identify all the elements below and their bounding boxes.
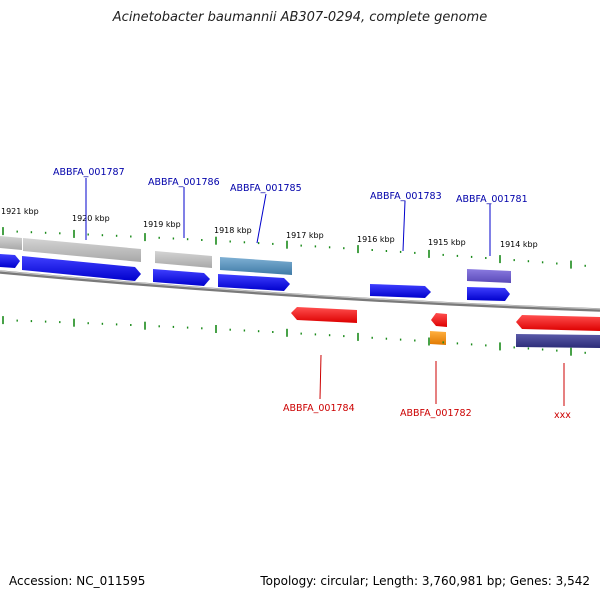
gene-label-001782[interactable]: ABBFA_001782 bbox=[400, 408, 472, 419]
cds-reverse-xxx bbox=[516, 315, 600, 331]
grey-gene-1 bbox=[0, 236, 22, 250]
scale-label-1914: 1914 kbp bbox=[500, 240, 538, 249]
cds-forward-3 bbox=[153, 269, 210, 286]
scale-label-1918: 1918 kbp bbox=[214, 226, 252, 235]
scale-label-1917: 1917 kbp bbox=[286, 231, 324, 240]
gene-label-001783[interactable]: ABBFA_001783 bbox=[370, 191, 442, 202]
map-title: Acinetobacter baumannii AB307-0294, comp… bbox=[112, 10, 488, 25]
leader-line-001783 bbox=[402, 200, 406, 252]
gene-label-001787[interactable]: ABBFA_001787 bbox=[53, 167, 125, 178]
gene-label-001786[interactable]: ABBFA_001786 bbox=[148, 177, 220, 188]
leader-line-001784 bbox=[319, 354, 322, 400]
gene-label-xxx[interactable]: xxx bbox=[554, 410, 571, 421]
scale-label-1920: 1920 kbp bbox=[72, 214, 110, 223]
orange-gene-1782 bbox=[430, 331, 446, 345]
gene-label-001784[interactable]: ABBFA_001784 bbox=[283, 403, 355, 414]
backbone-highlight bbox=[0, 270, 600, 310]
grey-gene-3 bbox=[155, 251, 212, 268]
scale-label-1921: 1921 kbp bbox=[1, 207, 39, 216]
cds-forward-6 bbox=[467, 287, 510, 301]
scale-label-1919: 1919 kbp bbox=[143, 220, 181, 229]
cds-reverse-1784 bbox=[291, 307, 357, 323]
scale-label-1916: 1916 kbp bbox=[357, 235, 395, 244]
scale-ticks-outer bbox=[2, 227, 586, 269]
navy-gene-xxx bbox=[516, 334, 600, 348]
steel-gene-1785 bbox=[220, 257, 292, 275]
cds-forward-1 bbox=[0, 254, 20, 268]
accession-text: Accession: NC_011595 bbox=[9, 574, 146, 588]
cds-reverse-1782 bbox=[431, 313, 447, 327]
gene-label-001781[interactable]: ABBFA_001781 bbox=[456, 194, 528, 205]
cds-forward-5 bbox=[370, 284, 431, 298]
leader-line-001785 bbox=[256, 193, 267, 244]
gene-label-001785[interactable]: ABBFA_001785 bbox=[230, 183, 302, 194]
purple-gene-1781 bbox=[467, 269, 511, 283]
scale-label-1915: 1915 kbp bbox=[428, 238, 466, 247]
scale-ticks-inner bbox=[2, 316, 586, 356]
genome-stats-text: Topology: circular; Length: 3,760,981 bp… bbox=[260, 574, 590, 588]
cds-forward-4 bbox=[218, 274, 290, 291]
cds-forward-2 bbox=[22, 256, 141, 281]
grey-gene-2 bbox=[23, 238, 141, 262]
backbone-ring bbox=[0, 270, 600, 312]
